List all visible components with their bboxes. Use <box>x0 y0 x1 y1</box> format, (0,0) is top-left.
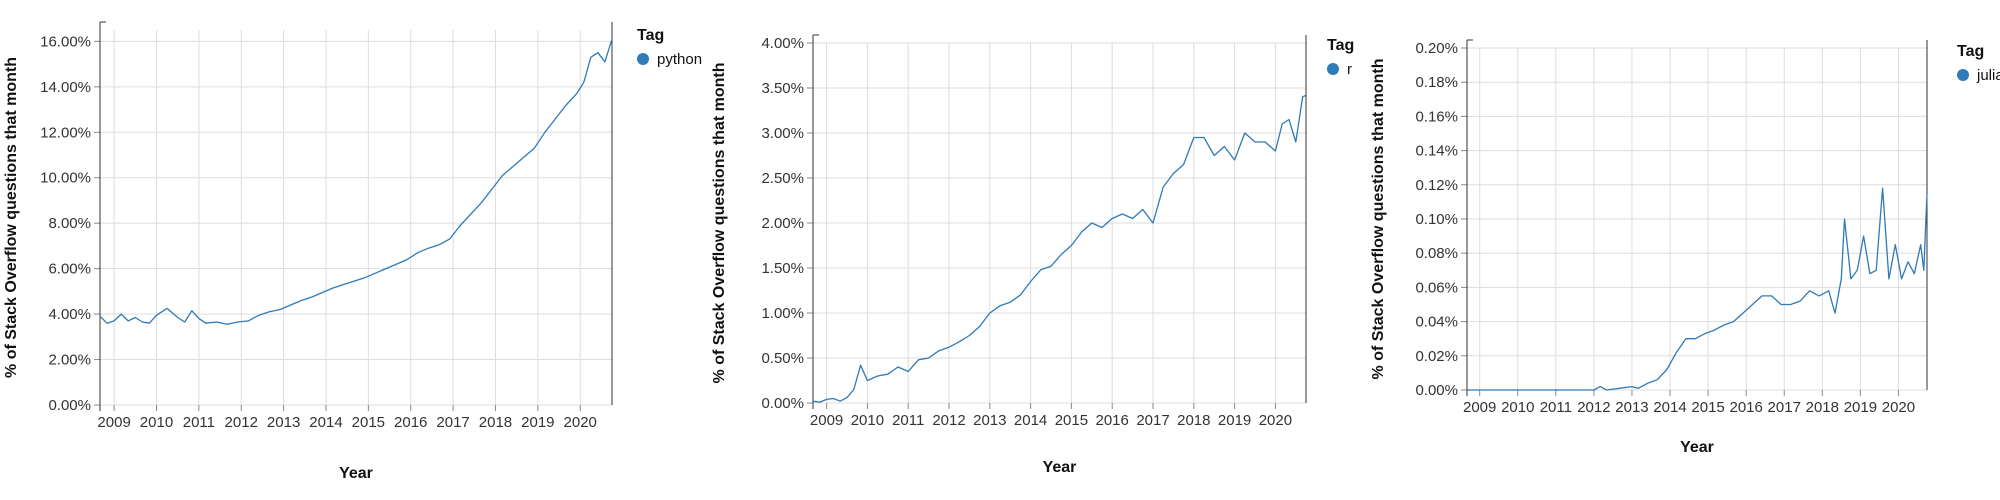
legend-title: Tag <box>1957 43 1984 60</box>
chart-panel-python: 0.00% 2.00% 4.00% 6.00% 8.00% 10.00% 12.00% 14.… <box>0 0 702 500</box>
x-tick-label: 2013 <box>973 412 1006 429</box>
x-axis-title: Year <box>1043 459 1077 476</box>
x-tick-label: 2012 <box>1577 399 1610 416</box>
y-tick-label: 14.00% <box>40 79 91 96</box>
legend-symbol <box>1957 69 1969 81</box>
x-tick-label: 2011 <box>183 414 215 431</box>
y-tick-label: 1.50% <box>761 260 804 277</box>
x-tick-label: 2012 <box>225 414 258 431</box>
x-tick-label: 2010 <box>140 414 173 431</box>
y-tick-label: 0.04% <box>1415 314 1458 331</box>
r-share-chart: 0.00% 0.50% 1.00% 1.50% 2.00% 2.50% 3.00% 3.50%… <box>711 34 1354 476</box>
x-tick-label: 2017 <box>436 414 469 431</box>
x-tick-label: 2020 <box>564 414 597 431</box>
grid-lines <box>813 42 1306 404</box>
x-tick-label: 2009 <box>810 412 843 429</box>
r-series-line <box>812 94 1307 403</box>
julia-series-line <box>1467 187 1928 391</box>
x-tick-label: 2014 <box>309 414 342 431</box>
y-tick-label: 0.10% <box>1415 211 1458 228</box>
y-tick-label: 0.06% <box>1415 279 1458 296</box>
y-tick-label: 2.00% <box>48 352 91 369</box>
y-tick-label: 0.00% <box>1415 382 1458 399</box>
y-axis-title: % of Stack Overflow questions that month <box>3 57 20 378</box>
legend-title: Tag <box>1327 37 1354 54</box>
x-tick-label: 2014 <box>1653 399 1686 416</box>
x-tick-label: 2009 <box>1463 399 1496 416</box>
x-tick-label: 2019 <box>1844 399 1877 416</box>
x-tick-label: 2011 <box>1540 399 1572 416</box>
y-tick-label: 3.00% <box>761 125 804 142</box>
y-tick-label: 0.16% <box>1415 108 1458 125</box>
x-axis-title: Year <box>1680 439 1714 456</box>
chart-panel-julia: 0.00% 0.02% 0.04% 0.06% 0.08% 0.10% 0.12% 0.14%… <box>1350 0 2000 500</box>
y-tick-label: 1.00% <box>761 305 804 322</box>
y-tick-label: 0.08% <box>1415 245 1458 262</box>
x-tick-label: 2016 <box>394 414 427 431</box>
chart-panel-r: 0.00% 0.50% 1.00% 1.50% 2.00% 2.50% 3.00% 3.50%… <box>700 0 1354 500</box>
x-tick-label: 2013 <box>267 414 300 431</box>
y-axis-title: % of Stack Overflow questions that month <box>711 63 728 384</box>
y-tick-label: 0.50% <box>761 350 804 367</box>
julia-share-chart: 0.00% 0.02% 0.04% 0.06% 0.08% 0.10% 0.12% 0.14%… <box>1370 39 2000 456</box>
x-tick-label: 2018 <box>479 414 512 431</box>
python-share-chart: 0.00% 2.00% 4.00% 6.00% 8.00% 10.00% 12.00% 14.… <box>3 21 702 482</box>
x-tick-label: 2013 <box>1615 399 1648 416</box>
legend-title: Tag <box>637 27 664 44</box>
legend: Tag python <box>637 27 702 68</box>
x-tick-label: 2019 <box>1218 412 1251 429</box>
legend: Tag r <box>1327 37 1354 78</box>
x-tick-label: 2011 <box>892 412 924 429</box>
x-tick-label: 2010 <box>1501 399 1534 416</box>
y-tick-label: 2.00% <box>761 215 804 232</box>
python-series-line <box>99 38 613 325</box>
y-axis-title: % of Stack Overflow questions that month <box>1370 59 1387 380</box>
y-tick-label: 0.02% <box>1415 348 1458 365</box>
y-tick-label: 0.14% <box>1415 143 1458 160</box>
x-tick-label: 2015 <box>1055 412 1088 429</box>
y-tick-label: 0.00% <box>761 395 804 412</box>
x-tick-label: 2015 <box>352 414 385 431</box>
x-tick-label: 2010 <box>851 412 884 429</box>
legend-symbol <box>637 53 649 65</box>
x-axis-title: Year <box>339 465 373 482</box>
y-tick-label: 0.20% <box>1415 40 1458 57</box>
legend-label-julia: julia <box>1976 67 2000 84</box>
x-tick-label: 2009 <box>97 414 130 431</box>
legend-label-r: r <box>1347 61 1352 78</box>
y-tick-label: 0.18% <box>1415 74 1458 91</box>
legend-label-python: python <box>657 51 702 68</box>
y-tick-label: 10.00% <box>40 170 91 187</box>
x-tick-label: 2012 <box>932 412 965 429</box>
y-tick-label: 3.50% <box>761 80 804 97</box>
grid-lines <box>1467 47 1927 391</box>
x-tick-label: 2016 <box>1096 412 1129 429</box>
y-tick-label: 0.00% <box>48 397 91 414</box>
x-tick-label: 2020 <box>1259 412 1292 429</box>
x-tick-label: 2018 <box>1806 399 1839 416</box>
x-tick-label: 2018 <box>1177 412 1210 429</box>
y-tick-label: 8.00% <box>48 215 91 232</box>
y-tick-label: 4.00% <box>761 35 804 52</box>
x-tick-label: 2017 <box>1136 412 1169 429</box>
x-tick-label: 2014 <box>1014 412 1047 429</box>
y-tick-label: 12.00% <box>40 124 91 141</box>
x-tick-label: 2019 <box>521 414 554 431</box>
grid-lines <box>100 30 612 406</box>
y-tick-label: 4.00% <box>48 306 91 323</box>
y-tick-label: 6.00% <box>48 261 91 278</box>
y-tick-label: 2.50% <box>761 170 804 187</box>
x-tick-label: 2016 <box>1729 399 1762 416</box>
y-tick-label: 0.12% <box>1415 177 1458 194</box>
legend: Tag julia <box>1957 43 2000 84</box>
x-tick-label: 2017 <box>1768 399 1801 416</box>
x-tick-label: 2015 <box>1691 399 1724 416</box>
legend-symbol <box>1327 63 1339 75</box>
y-tick-label: 16.00% <box>40 33 91 50</box>
x-tick-label: 2020 <box>1882 399 1915 416</box>
